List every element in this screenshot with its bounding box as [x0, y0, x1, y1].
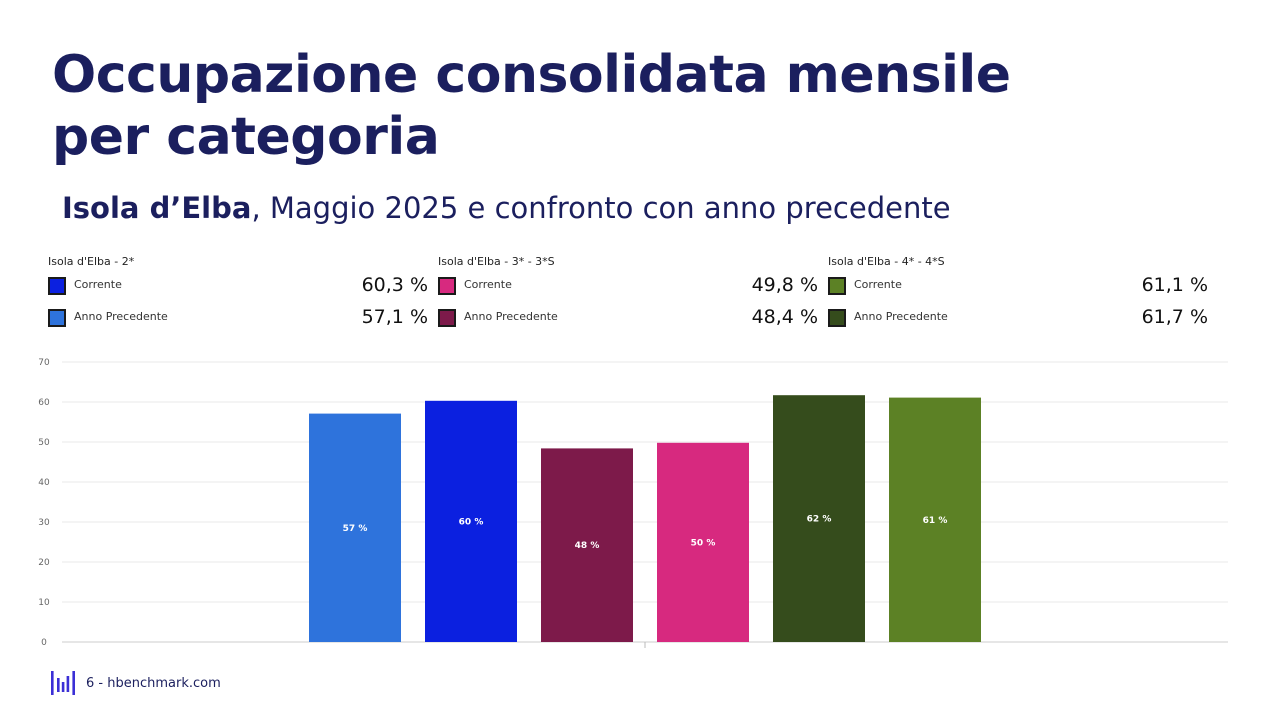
legend-group-title: Isola d'Elba - 4* - 4*S — [828, 255, 945, 268]
legend-label: Corrente — [464, 278, 512, 291]
legend-label: Corrente — [74, 278, 122, 291]
legend-swatch — [828, 277, 846, 295]
legend-group-2-stars: Isola d'Elba - 2* Corrente 60,3 % Anno P… — [48, 254, 428, 334]
legend-swatch — [438, 277, 456, 295]
y-tick-label: 70 — [38, 358, 50, 368]
legend-value: 57,1 % — [361, 306, 428, 328]
y-tick-label: 60 — [38, 398, 50, 408]
legend-label: Anno Precedente — [854, 310, 948, 323]
bar-data-label: 50 % — [691, 538, 716, 548]
page-title: Occupazione consolidata mensile per cate… — [52, 45, 1011, 167]
bar-data-label: 61 % — [923, 516, 948, 526]
legend-swatch — [828, 309, 846, 327]
bar-data-label: 62 % — [807, 515, 832, 525]
bar — [773, 395, 865, 642]
legend-value: 61,1 % — [1141, 274, 1208, 296]
footer: 6 - hbenchmark.com — [50, 670, 221, 696]
legend-label: Anno Precedente — [464, 310, 558, 323]
bar — [657, 442, 749, 642]
legend-group-3-stars: Isola d'Elba - 3* - 3*S Corrente 49,8 % … — [438, 254, 818, 334]
y-tick-label: 10 — [38, 598, 50, 608]
legend-value: 48,4 % — [751, 306, 818, 328]
legend-value: 61,7 % — [1141, 306, 1208, 328]
legend-item-corrente: Corrente 49,8 % — [438, 272, 818, 302]
legend-group-title: Isola d'Elba - 2* — [48, 255, 135, 268]
legend-item-anno-precedente: Anno Precedente 61,7 % — [828, 304, 1208, 334]
subtitle-location: Isola d’Elba — [62, 191, 252, 225]
legend-group-4-stars: Isola d'Elba - 4* - 4*S Corrente 61,1 % … — [828, 254, 1208, 334]
legend-value: 60,3 % — [361, 274, 428, 296]
bar-data-label: 60 % — [459, 517, 484, 527]
legend-item-corrente: Corrente 61,1 % — [828, 272, 1208, 302]
legend-value: 49,8 % — [751, 274, 818, 296]
bar — [309, 413, 401, 642]
legend-swatch — [48, 309, 66, 327]
bar — [889, 397, 981, 642]
legend-item-anno-precedente: Anno Precedente 57,1 % — [48, 304, 428, 334]
legend-item-anno-precedente: Anno Precedente 48,4 % — [438, 304, 818, 334]
y-tick-label: 50 — [38, 438, 50, 448]
legend-swatch — [48, 277, 66, 295]
bar-chart: 0 10 20 30 40 50 60 70 57 % 60 % 48 % 50 % 62 % 61 % — [38, 358, 1228, 648]
legend-label: Anno Precedente — [74, 310, 168, 323]
legend-label: Corrente — [854, 278, 902, 291]
subtitle-period: , Maggio 2025 e confronto con anno prece… — [251, 191, 951, 225]
legend-swatch — [438, 309, 456, 327]
hbenchmark-logo-icon — [51, 671, 75, 695]
legend-group-title: Isola d'Elba - 3* - 3*S — [438, 255, 555, 268]
page-subtitle: Isola d’Elba, Maggio 2025 e confronto co… — [62, 188, 951, 228]
y-tick-label: 0 — [41, 638, 47, 648]
y-tick-label: 30 — [38, 518, 50, 528]
bar-data-label: 48 % — [575, 541, 600, 551]
y-tick-label: 20 — [38, 558, 50, 568]
y-tick-label: 40 — [38, 478, 50, 488]
bar — [541, 448, 633, 642]
bar — [425, 400, 517, 642]
bar-data-label: 57 % — [343, 524, 368, 534]
footer-text: 6 - hbenchmark.com — [86, 675, 221, 691]
legend-item-corrente: Corrente 60,3 % — [48, 272, 428, 302]
